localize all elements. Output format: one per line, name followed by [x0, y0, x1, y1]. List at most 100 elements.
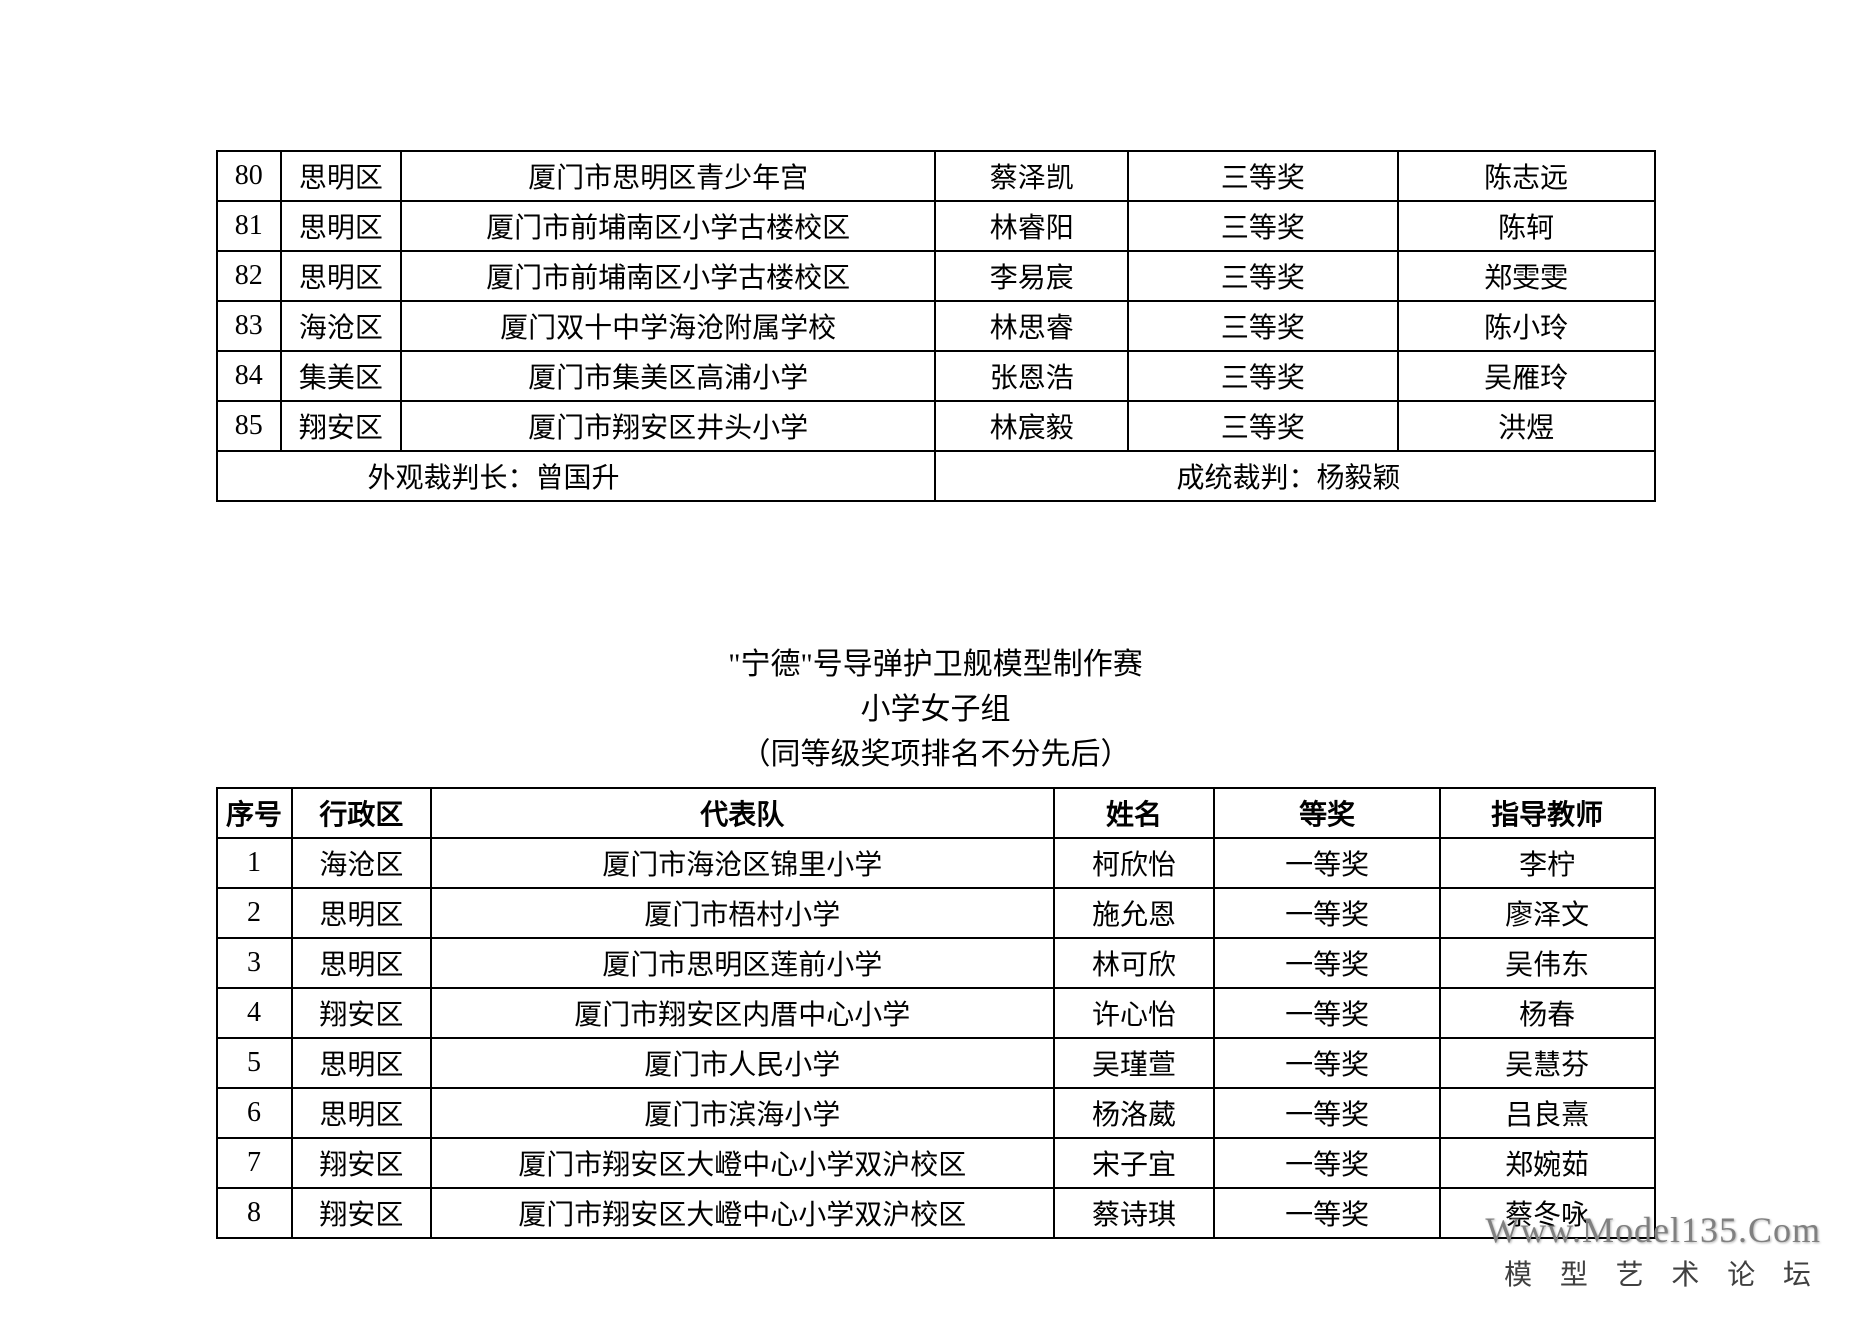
cell-team: 厦门市前埔南区小学古楼校区 — [401, 201, 936, 251]
cell-award: 三等奖 — [1128, 201, 1398, 251]
cell-name: 宋子宜 — [1054, 1138, 1215, 1188]
watermark-url: Www.Model135.Com — [1485, 1209, 1821, 1251]
cell-award: 一等奖 — [1214, 1088, 1439, 1138]
cell-seq: 84 — [217, 351, 282, 401]
cell-teacher: 李柠 — [1440, 838, 1655, 888]
cell-teacher: 吕良熹 — [1440, 1088, 1655, 1138]
cell-district: 思明区 — [281, 151, 401, 201]
cell-teacher: 吴伟东 — [1440, 938, 1655, 988]
cell-district: 思明区 — [292, 938, 432, 988]
cell-teacher: 陈志远 — [1398, 151, 1655, 201]
header-seq: 序号 — [217, 788, 292, 838]
cell-team: 厦门市翔安区大嶝中心小学双沪校区 — [431, 1188, 1053, 1238]
cell-district: 思明区 — [281, 201, 401, 251]
cell-team: 厦门市人民小学 — [431, 1038, 1053, 1088]
cell-name: 吴瑾萱 — [1054, 1038, 1215, 1088]
cell-teacher: 郑婉茹 — [1440, 1138, 1655, 1188]
cell-award: 一等奖 — [1214, 938, 1439, 988]
results-table-1: 80思明区厦门市思明区青少年宫蔡泽凯三等奖陈志远81思明区厦门市前埔南区小学古楼… — [216, 150, 1656, 502]
cell-award: 一等奖 — [1214, 988, 1439, 1038]
cell-seq: 8 — [217, 1188, 292, 1238]
cell-teacher: 陈轲 — [1398, 201, 1655, 251]
cell-name: 张恩浩 — [935, 351, 1128, 401]
cell-seq: 80 — [217, 151, 282, 201]
cell-seq: 83 — [217, 301, 282, 351]
cell-district: 海沧区 — [281, 301, 401, 351]
table-row: 4翔安区厦门市翔安区内厝中心小学许心怡一等奖杨春 — [217, 988, 1655, 1038]
cell-teacher: 洪煜 — [1398, 401, 1655, 451]
cell-seq: 3 — [217, 938, 292, 988]
cell-name: 林宸毅 — [935, 401, 1128, 451]
watermark-text: 模 型 艺 术 论 坛 — [1485, 1253, 1821, 1293]
cell-district: 翔安区 — [292, 1138, 432, 1188]
cell-award: 三等奖 — [1128, 151, 1398, 201]
header-award: 等奖 — [1214, 788, 1439, 838]
cell-name: 林睿阳 — [935, 201, 1128, 251]
table-row: 2思明区厦门市梧村小学施允恩一等奖廖泽文 — [217, 888, 1655, 938]
table-row: 1海沧区厦门市海沧区锦里小学柯欣怡一等奖李柠 — [217, 838, 1655, 888]
cell-team: 厦门市滨海小学 — [431, 1088, 1053, 1138]
table-header-row: 序号 行政区 代表队 姓名 等奖 指导教师 — [217, 788, 1655, 838]
cell-award: 三等奖 — [1128, 251, 1398, 301]
table-row: 5思明区厦门市人民小学吴瑾萱一等奖吴慧芬 — [217, 1038, 1655, 1088]
cell-team: 厦门市海沧区锦里小学 — [431, 838, 1053, 888]
cell-name: 李易宸 — [935, 251, 1128, 301]
cell-award: 一等奖 — [1214, 1138, 1439, 1188]
cell-seq: 85 — [217, 401, 282, 451]
cell-seq: 5 — [217, 1038, 292, 1088]
cell-seq: 82 — [217, 251, 282, 301]
stats-judge: 成统裁判：杨毅颖 — [935, 451, 1654, 501]
cell-name: 林思睿 — [935, 301, 1128, 351]
section-subtitle: 小学女子组 — [216, 687, 1656, 732]
table-row: 6思明区厦门市滨海小学杨洛葳一等奖吕良熹 — [217, 1088, 1655, 1138]
table-row: 84集美区厦门市集美区高浦小学张恩浩三等奖吴雁玲 — [217, 351, 1655, 401]
cell-district: 思明区 — [292, 1088, 432, 1138]
header-teacher: 指导教师 — [1440, 788, 1655, 838]
cell-district: 翔安区 — [281, 401, 401, 451]
cell-seq: 4 — [217, 988, 292, 1038]
cell-team: 厦门市前埔南区小学古楼校区 — [401, 251, 936, 301]
cell-team: 厦门市翔安区大嶝中心小学双沪校区 — [431, 1138, 1053, 1188]
header-name: 姓名 — [1054, 788, 1215, 838]
appearance-judge: 外观裁判长：曾国升 — [217, 451, 936, 501]
cell-name: 杨洛葳 — [1054, 1088, 1215, 1138]
cell-seq: 2 — [217, 888, 292, 938]
cell-team: 厦门市梧村小学 — [431, 888, 1053, 938]
cell-name: 许心怡 — [1054, 988, 1215, 1038]
table-row: 81思明区厦门市前埔南区小学古楼校区林睿阳三等奖陈轲 — [217, 201, 1655, 251]
cell-teacher: 杨春 — [1440, 988, 1655, 1038]
cell-teacher: 吴慧芬 — [1440, 1038, 1655, 1088]
cell-name: 施允恩 — [1054, 888, 1215, 938]
table-row: 3思明区厦门市思明区莲前小学林可欣一等奖吴伟东 — [217, 938, 1655, 988]
table-row: 8翔安区厦门市翔安区大嶝中心小学双沪校区蔡诗琪一等奖蔡冬咏 — [217, 1188, 1655, 1238]
table-row: 80思明区厦门市思明区青少年宫蔡泽凯三等奖陈志远 — [217, 151, 1655, 201]
header-team: 代表队 — [431, 788, 1053, 838]
cell-award: 三等奖 — [1128, 351, 1398, 401]
cell-seq: 6 — [217, 1088, 292, 1138]
cell-district: 思明区 — [292, 1038, 432, 1088]
table-row: 7翔安区厦门市翔安区大嶝中心小学双沪校区宋子宜一等奖郑婉茹 — [217, 1138, 1655, 1188]
cell-district: 思明区 — [292, 888, 432, 938]
section-note: （同等级奖项排名不分先后） — [216, 732, 1656, 777]
cell-district: 翔安区 — [292, 988, 432, 1038]
cell-name: 蔡诗琪 — [1054, 1188, 1215, 1238]
judges-row: 外观裁判长：曾国升 成统裁判：杨毅颖 — [217, 451, 1655, 501]
cell-district: 集美区 — [281, 351, 401, 401]
cell-teacher: 陈小玲 — [1398, 301, 1655, 351]
cell-district: 海沧区 — [292, 838, 432, 888]
section-title: "宁德"号导弹护卫舰模型制作赛 — [216, 642, 1656, 687]
cell-award: 一等奖 — [1214, 1188, 1439, 1238]
table-row: 82思明区厦门市前埔南区小学古楼校区李易宸三等奖郑雯雯 — [217, 251, 1655, 301]
cell-team: 厦门市思明区青少年宫 — [401, 151, 936, 201]
watermark: Www.Model135.Com 模 型 艺 术 论 坛 — [1485, 1209, 1821, 1293]
cell-award: 一等奖 — [1214, 838, 1439, 888]
cell-teacher: 吴雁玲 — [1398, 351, 1655, 401]
cell-teacher: 廖泽文 — [1440, 888, 1655, 938]
cell-award: 三等奖 — [1128, 401, 1398, 451]
cell-seq: 81 — [217, 201, 282, 251]
cell-team: 厦门市翔安区井头小学 — [401, 401, 936, 451]
cell-award: 一等奖 — [1214, 1038, 1439, 1088]
cell-award: 一等奖 — [1214, 888, 1439, 938]
cell-district: 翔安区 — [292, 1188, 432, 1238]
cell-district: 思明区 — [281, 251, 401, 301]
